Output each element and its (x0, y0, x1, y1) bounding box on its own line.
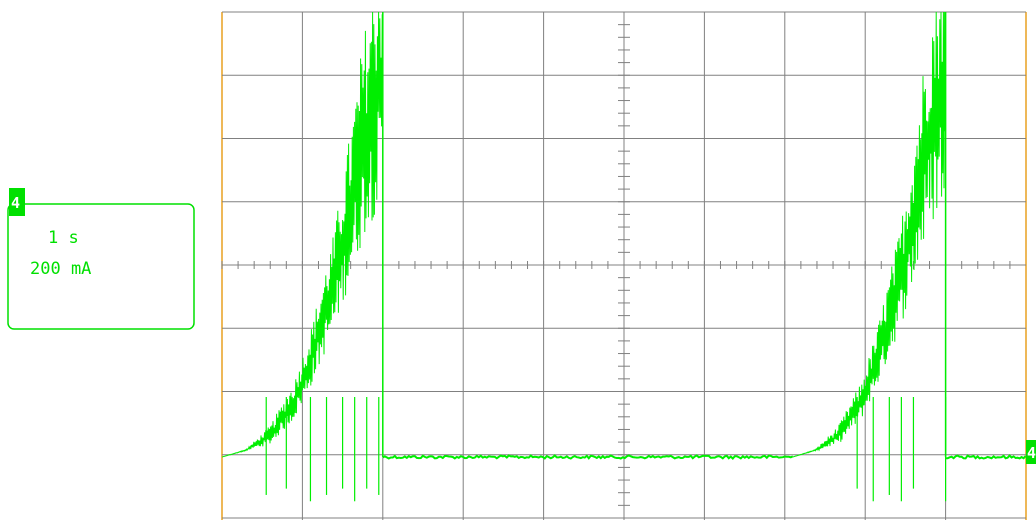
trace-burst (221, 11, 383, 458)
channel-marker: 4 (11, 194, 20, 212)
label-box-frame (7, 203, 195, 330)
right-channel-marker-badge (1026, 440, 1036, 464)
timebase-label: 1 s (48, 228, 79, 248)
trace-baseline (945, 454, 1027, 460)
right-channel-marker: 4 (1027, 444, 1036, 462)
channel-marker-badge (9, 188, 25, 216)
graticule (221, 11, 1027, 520)
trace-burst (792, 11, 946, 458)
right-channel-marker-group: 4 (1026, 440, 1036, 464)
vertical-scale-label: 200 mA (30, 259, 91, 279)
trace-baseline (382, 454, 794, 460)
channel-label-box: 4 1 s 200 mA (7, 188, 195, 330)
channel-4-trace (221, 11, 1027, 502)
